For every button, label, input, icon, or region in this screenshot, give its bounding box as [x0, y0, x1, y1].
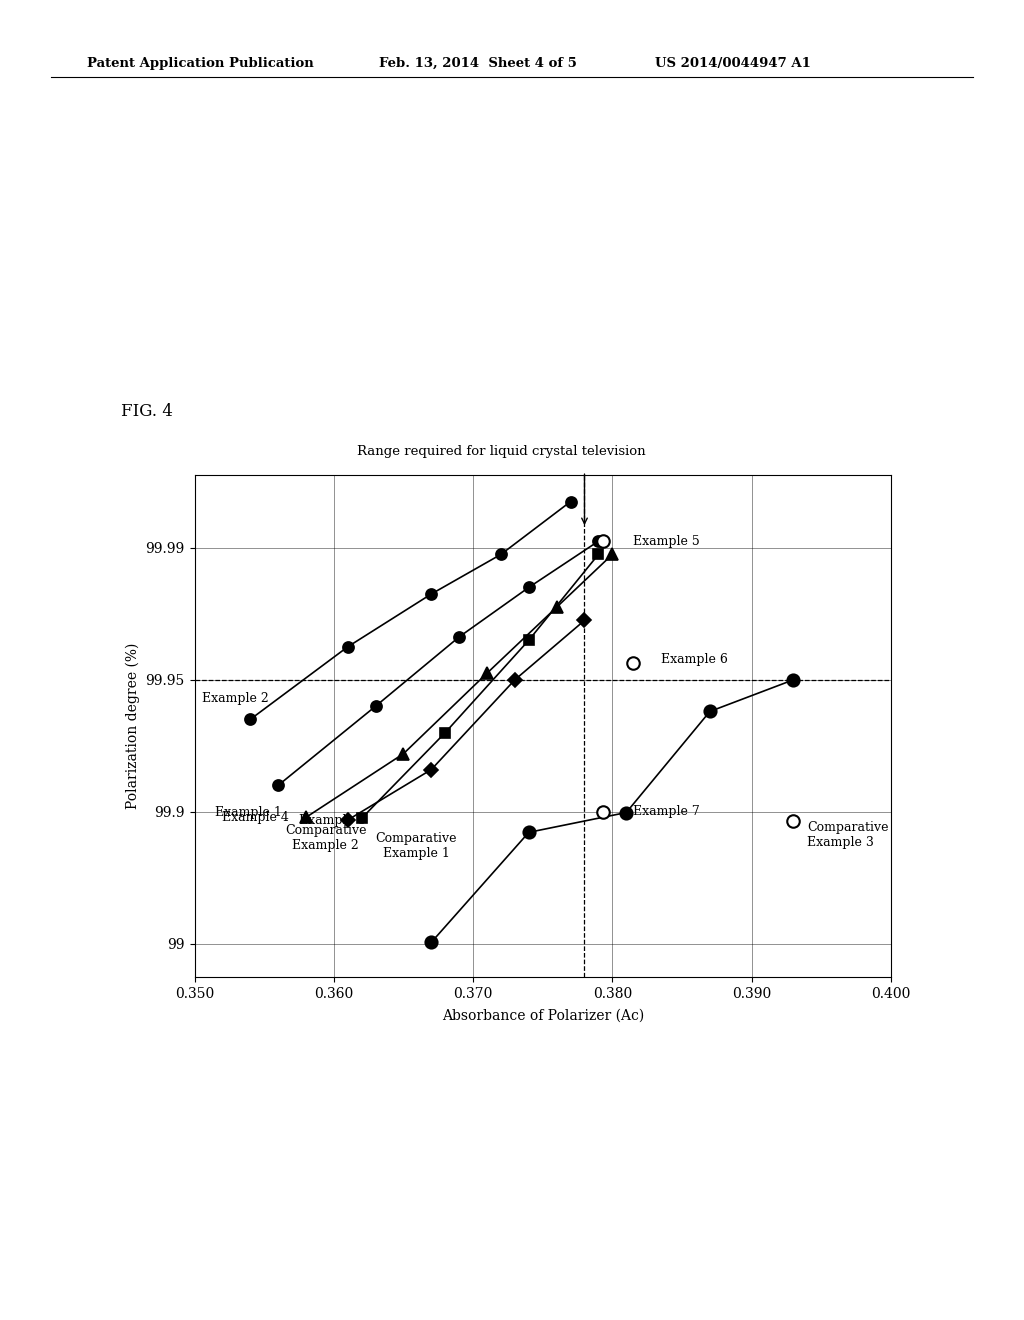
Text: Example 6: Example 6 — [662, 653, 728, 667]
Text: Comparative
Example 1: Comparative Example 1 — [376, 833, 457, 861]
X-axis label: Absorbance of Polarizer (Ac): Absorbance of Polarizer (Ac) — [441, 1008, 644, 1023]
Text: Example 2: Example 2 — [202, 692, 268, 705]
Text: FIG. 4: FIG. 4 — [121, 403, 173, 420]
Text: Example 7: Example 7 — [633, 805, 700, 818]
Text: Comparative
Example 2: Comparative Example 2 — [285, 824, 367, 851]
Text: US 2014/0044947 A1: US 2014/0044947 A1 — [655, 57, 811, 70]
Text: Example 1: Example 1 — [215, 807, 283, 820]
Text: Example 4: Example 4 — [222, 812, 290, 825]
Text: Example 3: Example 3 — [299, 814, 366, 828]
Text: Comparative
Example 3: Comparative Example 3 — [807, 821, 889, 849]
Text: Patent Application Publication: Patent Application Publication — [87, 57, 313, 70]
Text: Range required for liquid crystal television: Range required for liquid crystal televi… — [356, 445, 645, 458]
Text: Feb. 13, 2014  Sheet 4 of 5: Feb. 13, 2014 Sheet 4 of 5 — [379, 57, 577, 70]
Y-axis label: Polarization degree (%): Polarization degree (%) — [126, 643, 140, 809]
Text: Example 5: Example 5 — [633, 535, 700, 548]
